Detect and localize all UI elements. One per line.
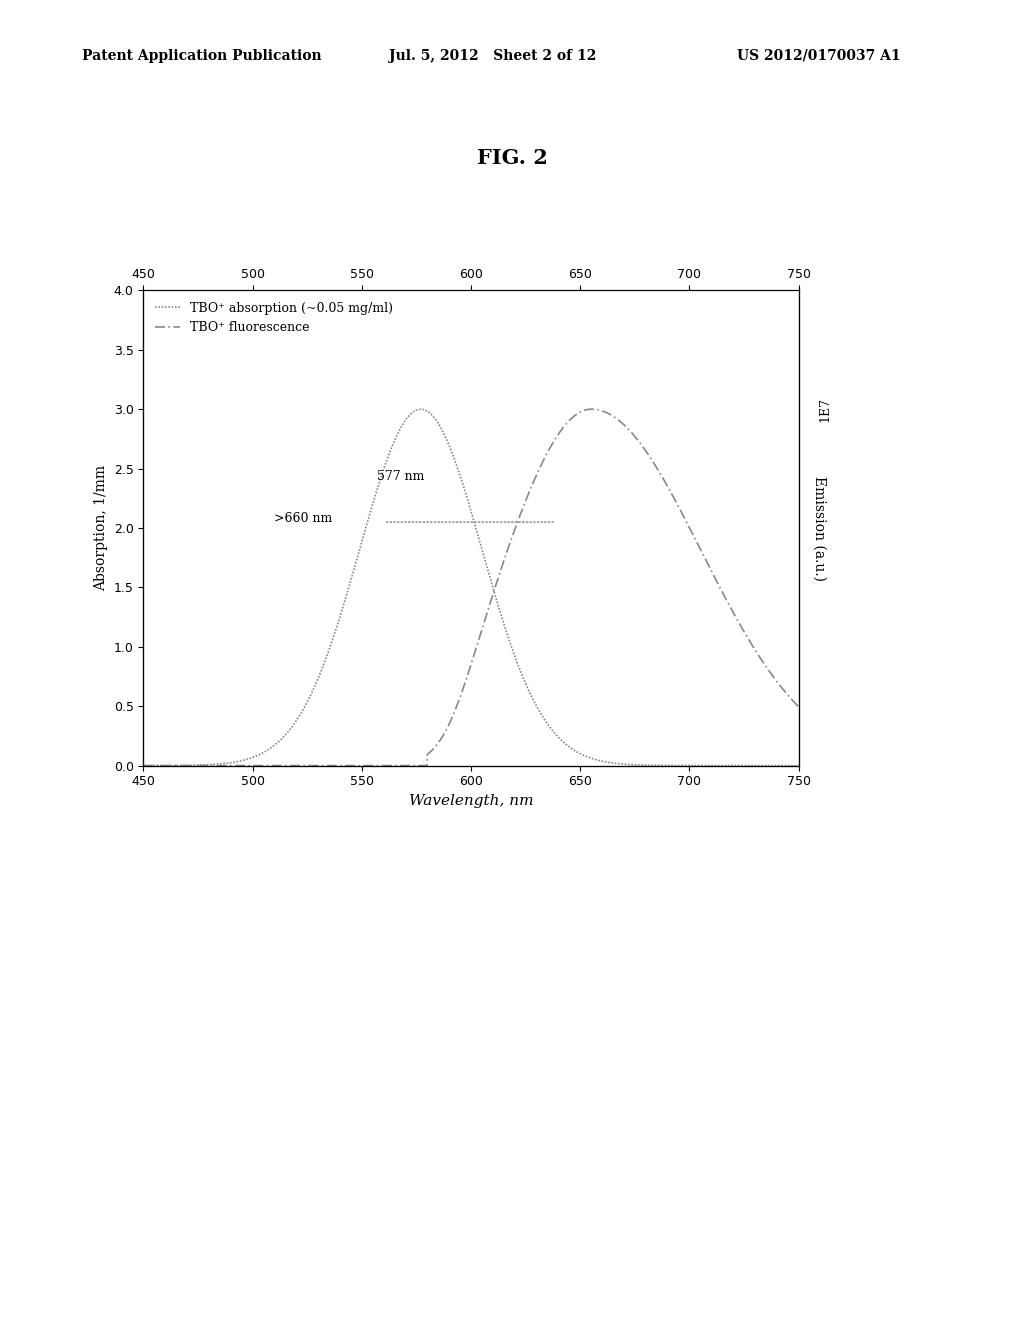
Text: FIG. 2: FIG. 2: [476, 148, 548, 169]
TBO⁺ absorption (~0.05 mg/ml): [402, 408, 415, 424]
TBO⁺ fluorescence: [660, 478, 673, 494]
TBO⁺ fluorescence: [137, 758, 150, 774]
TBO⁺ absorption (~0.05 mg/ml): [793, 758, 805, 774]
Text: Patent Application Publication: Patent Application Publication: [82, 49, 322, 63]
Text: US 2012/0170037 A1: US 2012/0170037 A1: [737, 49, 901, 63]
TBO⁺ fluorescence: [586, 401, 598, 417]
TBO⁺ absorption (~0.05 mg/ml): [660, 758, 673, 774]
Y-axis label: Absorption, 1/mm: Absorption, 1/mm: [94, 465, 109, 591]
TBO⁺ absorption (~0.05 mg/ml): [427, 408, 439, 424]
TBO⁺ fluorescence: [402, 758, 415, 774]
Line: TBO⁺ fluorescence: TBO⁺ fluorescence: [143, 409, 799, 766]
Text: Jul. 5, 2012   Sheet 2 of 12: Jul. 5, 2012 Sheet 2 of 12: [389, 49, 597, 63]
TBO⁺ fluorescence: [204, 758, 216, 774]
Y-axis label: Emission (a.u.): Emission (a.u.): [812, 475, 826, 581]
TBO⁺ absorption (~0.05 mg/ml): [415, 401, 427, 417]
Text: 577 nm: 577 nm: [377, 470, 425, 483]
TBO⁺ fluorescence: [793, 700, 805, 715]
X-axis label: Wavelength, nm: Wavelength, nm: [409, 793, 534, 808]
TBO⁺ fluorescence: [426, 742, 438, 758]
TBO⁺ absorption (~0.05 mg/ml): [204, 756, 216, 772]
Text: >660 nm: >660 nm: [274, 512, 333, 525]
TBO⁺ fluorescence: [588, 401, 600, 417]
Legend: TBO⁺ absorption (~0.05 mg/ml), TBO⁺ fluorescence: TBO⁺ absorption (~0.05 mg/ml), TBO⁺ fluo…: [150, 297, 397, 339]
Line: TBO⁺ absorption (~0.05 mg/ml): TBO⁺ absorption (~0.05 mg/ml): [143, 409, 799, 766]
Text: 1E7: 1E7: [818, 397, 831, 421]
TBO⁺ absorption (~0.05 mg/ml): [137, 758, 150, 774]
TBO⁺ fluorescence: [649, 457, 662, 473]
TBO⁺ absorption (~0.05 mg/ml): [588, 751, 600, 767]
TBO⁺ absorption (~0.05 mg/ml): [649, 758, 662, 774]
